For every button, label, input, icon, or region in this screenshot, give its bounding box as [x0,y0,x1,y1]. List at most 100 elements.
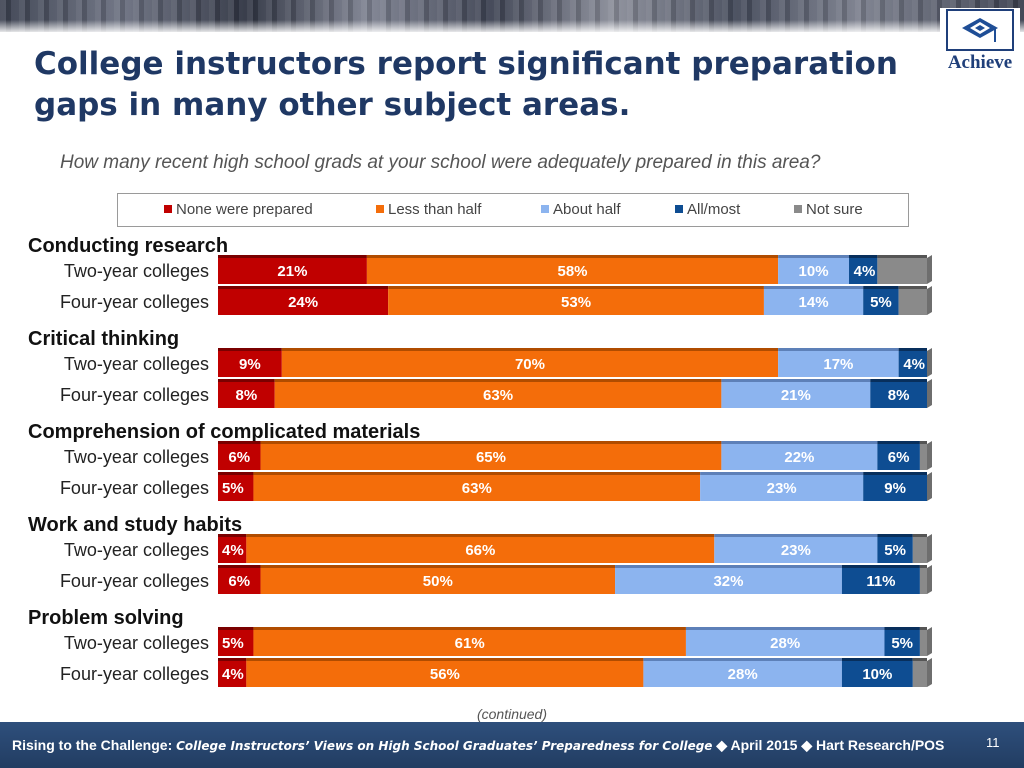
legend-swatch-not-sure [794,205,802,213]
bar-segment-about-half [615,568,842,594]
bar-top-about-half [615,565,842,568]
bar-depth [927,348,932,377]
data-label-none-were-prepared: 4% [222,666,244,683]
bar-segment-less-than-half [246,537,715,563]
bar-segment-about-half [714,537,878,563]
data-label-none-were-prepared: 24% [288,294,318,311]
bar-depth [927,565,932,594]
bar-top-less-than-half [388,286,764,289]
data-label-all-most: 9% [884,480,906,497]
row-label: Two-year colleges [64,633,209,653]
legend-label-about-half: About half [553,201,621,218]
row-label: Two-year colleges [64,354,209,374]
achieve-logo: Achieve [940,8,1020,76]
bar-top-less-than-half [260,565,616,568]
bar-top-about-half [685,627,885,630]
legend-swatch-less-than-half [376,205,384,213]
bar-segment-none-were-prepared [218,475,254,501]
bar-depth [927,534,932,563]
bar-segment-none-were-prepared [218,568,261,594]
bar-segment-not-sure [919,444,927,470]
bar-segment-all-most [841,661,913,687]
bar-segment-less-than-half [253,475,701,501]
page-number: 11 [986,735,1000,750]
data-label-none-were-prepared: 5% [222,480,244,497]
legend-item-less-than-half: Less than half [376,202,481,218]
bar-segment-all-most [870,382,927,408]
footer-bar: Rising to the Challenge: College Instruc… [0,722,1024,768]
logo-text: Achieve [947,52,1013,73]
page-title: College instructors report significant p… [34,46,898,123]
bar-top-about-half [714,534,878,537]
data-label-about-half: 23% [781,542,811,559]
group-label-conducting-research: Conducting research [28,235,228,257]
bar-segment-not-sure [912,537,927,563]
bar-segment-less-than-half [274,382,722,408]
survey-question: How many recent high school grads at you… [60,152,821,173]
bar-segment-all-most [849,258,878,284]
bar-top-all-most [877,441,920,444]
bar-segment-all-most [877,444,920,470]
data-label-less-than-half: 63% [462,480,492,497]
bar-depth [927,255,932,284]
bar-segment-not-sure [919,568,927,594]
bar-top-all-most [898,348,927,351]
row-label: Four-year colleges [60,664,209,684]
data-label-about-half: 22% [784,449,814,466]
legend-swatch-none [164,205,172,213]
data-label-all-most: 4% [854,263,876,280]
data-label-none-were-prepared: 8% [236,387,258,404]
bar-top-less-than-half [281,348,779,351]
bar-top-about-half [778,255,850,258]
bar-top-less-than-half [253,472,701,475]
bar-top-about-half [778,348,899,351]
legend-label-all-most: All/most [687,201,741,218]
bar-top-not-sure [919,565,927,568]
data-label-less-than-half: 63% [483,387,513,404]
continued-note: (continued) [477,706,547,722]
data-label-less-than-half: 56% [430,666,460,683]
footer-citation: Rising to the Challenge: College Instruc… [12,737,944,754]
bar-segment-about-half [685,630,885,656]
bar-top-less-than-half [246,658,644,661]
data-label-all-most: 4% [903,356,925,373]
bar-top-not-sure [919,441,927,444]
bar-top-less-than-half [274,379,722,382]
group-label-comprehension-of-complicated-materials: Comprehension of complicated materials [28,421,420,443]
bar-segment-none-were-prepared [218,661,247,687]
bar-segment-not-sure [898,289,927,315]
bar-segment-less-than-half [281,351,779,377]
bar-segment-about-half [643,661,842,687]
group-label-critical-thinking: Critical thinking [28,328,179,350]
data-label-about-half: 32% [713,573,743,590]
bar-segment-about-half [778,351,899,377]
bar-top-about-half [763,286,864,289]
legend-item-all-most: All/most [675,202,740,218]
footer-date: April 2015 [730,737,798,753]
bar-depth [927,658,932,687]
legend-swatch-all-most [675,205,683,213]
row-label: Four-year colleges [60,478,209,498]
bar-top-all-most [863,472,927,475]
row-label: Two-year colleges [64,261,209,281]
chart-legend: None were prepared Less than half About … [117,193,909,227]
bar-segment-less-than-half [366,258,779,284]
bar-segment-about-half [721,382,871,408]
bar-top-none-were-prepared [218,379,275,382]
data-label-less-than-half: 50% [423,573,453,590]
bar-segment-none-were-prepared [218,630,254,656]
bar-top-not-sure [912,534,927,537]
data-label-none-were-prepared: 4% [222,542,244,559]
bar-top-about-half [643,658,842,661]
group-label-work-and-study-habits: Work and study habits [28,514,242,536]
footer-lead: Rising to the Challenge: [12,737,173,753]
data-label-all-most: 11% [866,573,895,590]
bar-top-not-sure [877,255,927,258]
data-label-about-half: 28% [770,635,800,652]
bar-segment-all-most [898,351,927,377]
banner-fade [0,20,1024,34]
row-label: Two-year colleges [64,540,209,560]
bar-top-none-were-prepared [218,534,247,537]
data-label-about-half: 21% [781,387,811,404]
bar-top-none-were-prepared [218,565,261,568]
